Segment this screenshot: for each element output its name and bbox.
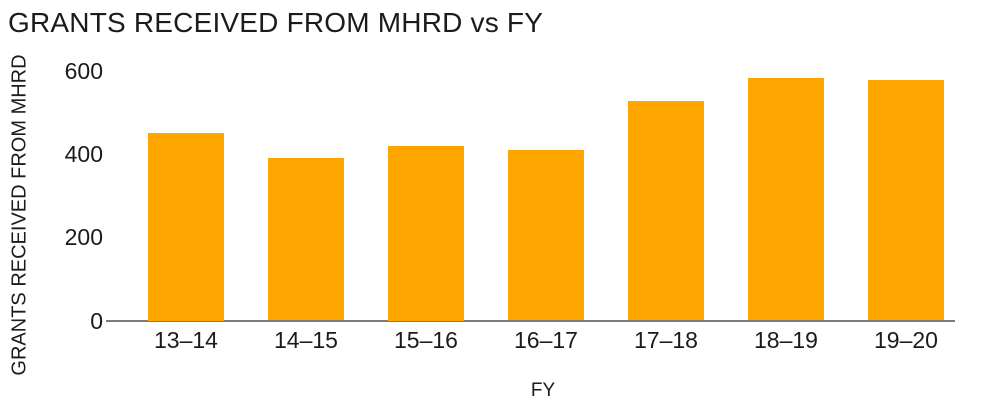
x-tick-3: 15–16 (394, 327, 458, 353)
chart-title: GRANTS RECEIVED FROM MHRD vs FY (8, 7, 544, 38)
bar-5 (628, 101, 704, 321)
y-tick-600: 600 (64, 57, 103, 84)
x-tick-2: 14–15 (274, 327, 338, 353)
y-tick-0: 0 (90, 307, 103, 334)
y-tick-400: 400 (64, 140, 103, 167)
x-axis-title: FY (530, 380, 556, 401)
x-axis-line (106, 320, 955, 322)
bar-6 (748, 78, 824, 321)
bar-7 (868, 80, 944, 321)
x-tick-5: 17–18 (634, 327, 698, 353)
y-tick-200: 200 (64, 224, 103, 251)
bar-1 (148, 133, 224, 321)
x-tick-1: 13–14 (154, 327, 218, 353)
x-tick-7: 19–20 (874, 327, 938, 353)
x-tick-6: 18–19 (754, 327, 818, 353)
x-tick-4: 16–17 (514, 327, 578, 353)
bar-4 (508, 150, 584, 321)
bar-2 (268, 157, 344, 321)
bar-3 (388, 145, 464, 321)
